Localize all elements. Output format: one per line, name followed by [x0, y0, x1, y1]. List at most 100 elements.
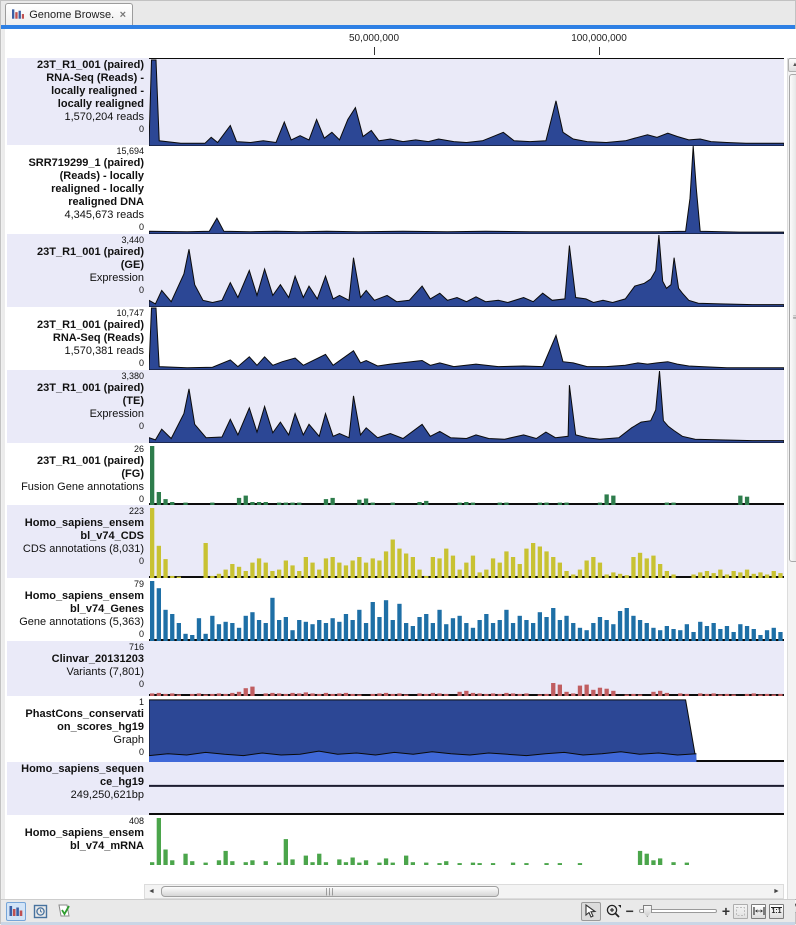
horizontal-scrollbar-thumb[interactable]: |||: [161, 886, 499, 897]
track-view-icon[interactable]: [6, 901, 26, 921]
track-info: 1,570,381 reads: [64, 345, 144, 357]
track-name: locally realigned -: [51, 85, 144, 97]
zoom-slider-thumb[interactable]: [642, 905, 652, 917]
track-row: 15,694 SRR719299_1 (paired) (Reads) - loca…: [7, 145, 784, 234]
track-label[interactable]: 10,747 23T_R1_001 (paired) RNA-Seq (Reads)…: [7, 307, 149, 370]
one-to-one-icon[interactable]: 1:1: [769, 903, 784, 919]
track-info: 1,570,204 reads: [64, 111, 144, 123]
track-label[interactable]: 79 Homo_sapiens_ensem bl_v74_Genes Gene ann…: [7, 578, 149, 641]
track-chart[interactable]: [149, 234, 784, 307]
scroll-left-button[interactable]: ◄: [148, 888, 155, 895]
ruler-tick-mark: [599, 47, 600, 55]
track-label[interactable]: 26 23T_R1_001 (paired) (FG) Fusion Gene ann…: [7, 443, 149, 505]
track-info: Graph: [113, 734, 144, 746]
track-info: Gene annotations (5,363): [19, 616, 144, 628]
zoom-out-icon[interactable]: −: [625, 902, 634, 919]
track-name: (FG): [121, 468, 144, 480]
track-info: Expression: [89, 408, 144, 420]
track-label[interactable]: 408 Homo_sapiens_ensem bl_v74_mRNA: [7, 815, 149, 865]
track-label[interactable]: 3,380 23T_R1_001 (paired) (TE) Expression 0: [7, 370, 149, 443]
scroll-right-button[interactable]: ►: [773, 888, 780, 895]
zoom-in-icon[interactable]: +: [721, 902, 730, 919]
track-name: SRR719299_1 (paired): [28, 157, 144, 169]
track-name: Homo_sapiens_ensem: [24, 827, 144, 839]
track-min-value: 0: [138, 222, 144, 232]
track-min-value: 0: [138, 124, 144, 134]
track-name: realigned - locally: [51, 183, 144, 195]
ruler-tick-label: 50,000,000: [348, 33, 400, 44]
track-row: 223 Homo_sapiens_ensem bl_v74_CDS CDS annot…: [7, 505, 784, 578]
track-row: 23T_R1_001 (paired) RNA-Seq (Reads) - loca…: [7, 58, 784, 146]
track-label[interactable]: 1 PhastCons_conservati on_scores_hg19 Graph…: [7, 696, 149, 762]
track-chart[interactable]: [149, 815, 784, 865]
vertical-scrollbar-thumb[interactable]: ≡: [789, 74, 796, 562]
scroll-up-button[interactable]: ▲: [788, 58, 796, 72]
track-label[interactable]: 23T_R1_001 (paired) RNA-Seq (Reads) - loca…: [7, 58, 149, 145]
track-name: RNA-Seq (Reads) -: [46, 72, 144, 84]
fit-width-icon[interactable]: [751, 903, 766, 919]
track-chart[interactable]: [149, 370, 784, 443]
track-name: locally realigned: [57, 98, 144, 110]
track-min-value: 0: [138, 285, 144, 295]
track-label[interactable]: 716 Clinvar_20131203 Variants (7,801) 0: [7, 641, 149, 696]
track-min-value: 0: [138, 421, 144, 431]
track-name: Homo_sapiens_ensem: [24, 590, 144, 602]
vertical-scrollbar[interactable]: ▲ ≡ ▼: [787, 58, 796, 913]
horizontal-scrollbar[interactable]: ◄ ||| ►: [144, 884, 784, 899]
track-chart[interactable]: [149, 58, 784, 146]
track-max-value: 79: [133, 579, 144, 589]
track-name: bl_v74_Genes: [70, 603, 144, 615]
track-min-value: 0: [138, 494, 144, 504]
track-chart[interactable]: [149, 641, 784, 696]
track-name: PhastCons_conservati: [25, 708, 144, 720]
track-min-value: 0: [138, 747, 144, 757]
track-max-value: 716: [128, 642, 144, 652]
track-label[interactable]: 3,440 23T_R1_001 (paired) (GE) Expression 0: [7, 234, 149, 307]
coordinate-ruler: 50,000,000 100,000,000: [5, 29, 796, 58]
track-max-value: 26: [133, 444, 144, 454]
track-row: 79 Homo_sapiens_ensem bl_v74_Genes Gene ann…: [7, 578, 784, 641]
track-label[interactable]: 223 Homo_sapiens_ensem bl_v74_CDS CDS annot…: [7, 505, 149, 578]
bottom-toolbar: − + 1:1: [1, 899, 795, 922]
track-name: (GE): [120, 259, 144, 271]
zoom-tool-icon[interactable]: [604, 902, 623, 921]
track-name: 23T_R1_001 (paired): [37, 455, 144, 467]
zoom-slider[interactable]: [638, 904, 717, 918]
track-label[interactable]: Homo_sapiens_sequen ce_hg19 249,250,621bp: [7, 762, 149, 815]
close-icon[interactable]: ×: [119, 8, 126, 21]
track-min-value: 0: [138, 358, 144, 368]
ruler-tick-mark: [374, 47, 375, 55]
validate-icon[interactable]: [54, 902, 74, 921]
track-chart[interactable]: [149, 443, 784, 505]
thumb-grip: ≡: [792, 313, 796, 322]
track-min-value: 0: [138, 629, 144, 639]
track-name: RNA-Seq (Reads): [52, 332, 144, 344]
track-name: realigned DNA: [68, 196, 144, 208]
track-label[interactable]: 15,694 SRR719299_1 (paired) (Reads) - loca…: [7, 145, 149, 234]
track-name: Homo_sapiens_ensem: [24, 517, 144, 529]
track-info: CDS annotations (8,031): [22, 543, 144, 555]
track-chart[interactable]: [149, 578, 784, 641]
track-info: Fusion Gene annotations: [21, 481, 144, 493]
track-info: Expression: [89, 272, 144, 284]
track-row: 10,747 23T_R1_001 (paired) RNA-Seq (Reads)…: [7, 307, 784, 370]
track-name: Clinvar_20131203: [51, 653, 144, 665]
track-row: 3,440 23T_R1_001 (paired) (GE) Expression 0: [7, 234, 784, 307]
thumb-grip: |||: [325, 887, 335, 896]
cursor-icon[interactable]: [580, 901, 601, 921]
track-chart[interactable]: [149, 505, 784, 578]
marquee-zoom-icon[interactable]: [733, 903, 748, 919]
track-chart-icon: [12, 9, 25, 19]
track-max-value: 15,694: [116, 146, 144, 156]
track-chart[interactable]: [149, 762, 784, 815]
track-chart[interactable]: [149, 145, 784, 234]
track-chart[interactable]: [149, 307, 784, 370]
track-row: Homo_sapiens_sequen ce_hg19 249,250,621bp: [7, 762, 784, 815]
history-icon[interactable]: [30, 902, 50, 921]
zoom-slider-track[interactable]: [638, 909, 717, 913]
track-info: 4,345,673 reads: [64, 209, 144, 221]
tab-genome-browser[interactable]: Genome Browse... ×: [5, 3, 133, 25]
tab-bar: Genome Browse... ×: [1, 1, 795, 25]
track-chart[interactable]: [149, 696, 784, 762]
